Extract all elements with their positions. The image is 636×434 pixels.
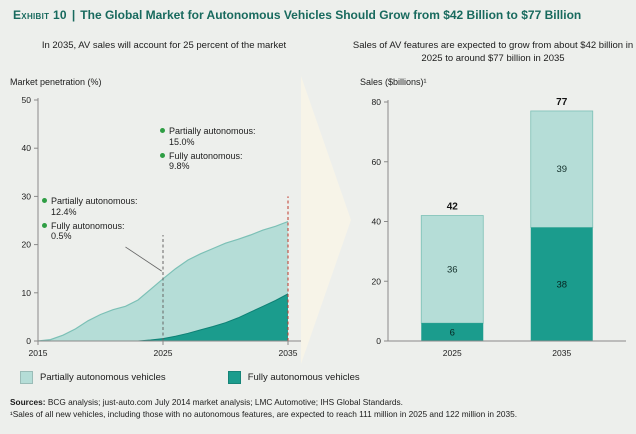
- y-tick-label: 20: [372, 276, 382, 286]
- y-tick-label: 0: [26, 336, 31, 346]
- bar-fully-2025: [421, 323, 484, 341]
- x-tick-label-2035: 2035: [552, 348, 571, 358]
- exhibit-title: Exhibit 10 | The Global Market for Autonom…: [13, 7, 591, 23]
- legend-item-fully: Fully autonomous vehicles: [227, 371, 360, 384]
- y-tick-label: 30: [22, 191, 32, 201]
- arrow-icon: [301, 76, 351, 364]
- bar-fully-2035: [530, 227, 593, 341]
- segment-label-partially-2025: 36: [447, 264, 458, 275]
- annotation-2025: Partially autonomous: 12.4% Fully autono…: [42, 196, 138, 245]
- bullet-icon: [42, 222, 47, 228]
- annotation-label: Fully autonomous: 0.5%: [51, 220, 125, 242]
- left-panel-heading: In 2035, AV sales will account for 25 pe…: [41, 40, 287, 51]
- x-tick-label: 2035: [279, 348, 298, 358]
- annotation-2035: Partially autonomous: 15.0% Fully autono…: [160, 126, 256, 175]
- title-separator: |: [71, 8, 76, 22]
- annotation-pointer: [125, 246, 162, 272]
- annotation-label: Partially autonomous: 15.0%: [169, 126, 256, 147]
- left-y-axis-title: Market penetration (%): [10, 77, 102, 87]
- legend-label: Partially autonomous vehicles: [40, 372, 166, 383]
- annotation-item: Partially autonomous: 12.4%: [42, 196, 138, 218]
- sources-label: Sources:: [10, 397, 46, 407]
- segment-label-partially-2035: 39: [556, 164, 567, 175]
- bar-partially-2025: [420, 215, 484, 324]
- market-penetration-panel: In 2035, AV sales will account for 25 pe…: [8, 40, 320, 372]
- fully-area: [38, 293, 288, 341]
- bar-partially-2035: [530, 110, 594, 228]
- annotation-label: Partially autonomous: 12.4%: [51, 196, 138, 217]
- sources-line: Sources: BCG analysis; just-auto.com Jul…: [10, 397, 403, 407]
- y-tick-label: 10: [22, 288, 32, 298]
- bullet-icon: [42, 198, 47, 203]
- y-tick-label: 40: [22, 143, 32, 153]
- annotation-item: Fully autonomous: 9.8%: [160, 151, 256, 173]
- y-tick-label: 20: [22, 240, 32, 250]
- arrow-shape: [301, 76, 351, 364]
- right-panel-heading: Sales of AV features are expected to gro…: [352, 40, 634, 64]
- legend: Partially autonomous vehicles Fully auto…: [20, 371, 360, 384]
- title-text: The Global Market for Autonomous Vehicle…: [80, 8, 582, 22]
- y-tick-label: 50: [22, 95, 32, 105]
- fully-swatch-icon: [227, 371, 241, 384]
- annotation-label: Fully autonomous: 9.8%: [169, 150, 243, 172]
- x-tick-label: 2025: [154, 348, 173, 358]
- transition-arrow: [301, 76, 351, 364]
- right-y-axis-title: Sales ($billions)¹: [360, 77, 427, 87]
- footnote: ¹Sales of all new vehicles, including th…: [10, 409, 518, 419]
- y-tick-label: 80: [372, 97, 382, 107]
- partially-area: [38, 221, 288, 341]
- partially-swatch-icon: [20, 371, 33, 384]
- x-tick-label: 2015: [29, 348, 48, 358]
- y-tick-label: 60: [372, 157, 382, 167]
- segment-label-fully-2025: 6: [450, 328, 455, 339]
- legend-item-partially: Partially autonomous vehicles: [20, 371, 166, 384]
- annotation-item: Partially autonomous: 15.0%: [160, 126, 256, 148]
- av-sales-chart: 0 20 40 60 80 42 36 6 2025 77 39 38 2035: [372, 97, 626, 358]
- legend-label: Fully autonomous vehicles: [247, 372, 360, 383]
- market-penetration-chart: 0 10 20 30 40 50 2015 2025 2035: [22, 95, 306, 358]
- x-tick-label-2025: 2025: [443, 348, 462, 358]
- sources-text: BCG analysis; just-auto.com July 2014 ma…: [47, 397, 403, 407]
- total-label-2025: 42: [447, 202, 459, 213]
- bullet-icon: [160, 152, 165, 158]
- segment-label-fully-2035: 38: [556, 280, 567, 291]
- total-label-2035: 77: [556, 97, 568, 108]
- bullet-icon: [160, 128, 165, 133]
- y-tick-label: 0: [376, 336, 381, 346]
- y-tick-label: 40: [372, 217, 382, 227]
- annotation-item: Fully autonomous: 0.5%: [42, 221, 138, 243]
- av-sales-panel: Sales of AV features are expected to gro…: [352, 40, 634, 372]
- exhibit-label: Exhibit 10: [13, 8, 67, 22]
